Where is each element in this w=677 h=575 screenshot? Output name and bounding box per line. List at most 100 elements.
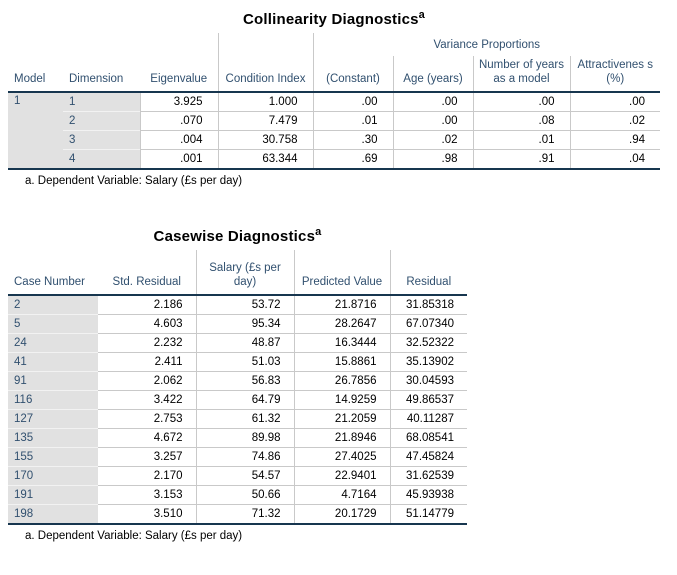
casewise-table: Case Number Std. Residual Salary (£s per… <box>8 249 467 525</box>
condition-index-cell: 30.758 <box>217 129 313 150</box>
condition-index-cell: 63.344 <box>217 148 313 170</box>
collinearity-diagnostics-block: Collinearity Diagnosticsa Model Dimensio… <box>8 9 660 187</box>
predicted-value-cell: 26.7856 <box>293 370 390 391</box>
col-header-constant: (Constant) <box>312 56 393 93</box>
collinearity-title: Collinearity Diagnosticsa <box>8 9 660 28</box>
std-residual-cell: 2.062 <box>98 370 196 391</box>
collinearity-table: Model Dimension Eigenvalue Condition Ind… <box>8 33 660 170</box>
predicted-value-cell: 21.8946 <box>293 427 390 448</box>
table-row: 91 2.062 56.83 26.7856 30.04593 <box>8 370 467 391</box>
table-row: 135 4.672 89.98 21.8946 68.08541 <box>8 427 467 448</box>
case-number-label: 2 <box>8 294 98 315</box>
eigenvalue-cell: 3.925 <box>139 91 218 112</box>
col-header-years-as-model: Number of years as a model <box>472 56 570 93</box>
residual-cell: 49.86537 <box>389 389 467 410</box>
table-row: 24 2.232 48.87 16.3444 32.52322 <box>8 332 467 353</box>
predicted-value-cell: 27.4025 <box>293 446 390 467</box>
table-row: 116 3.422 64.79 14.9259 49.86537 <box>8 389 467 410</box>
table-row: 3 .004 30.758 .30 .02 .01 .94 <box>8 129 660 150</box>
constant-cell: .00 <box>312 91 393 112</box>
years-as-model-cell: .00 <box>472 91 570 112</box>
case-number-label: 116 <box>8 389 98 410</box>
model-row-label: 1 <box>8 91 63 170</box>
case-number-label: 24 <box>8 332 98 353</box>
predicted-value-cell: 20.1729 <box>293 503 390 525</box>
collinearity-title-text: Collinearity Diagnostics <box>242 11 419 28</box>
attractiveness-cell: .00 <box>569 91 660 112</box>
residual-cell: 68.08541 <box>389 427 467 448</box>
predicted-value-cell: 28.2647 <box>293 313 390 334</box>
condition-index-cell: 1.000 <box>217 91 313 112</box>
eigenvalue-cell: .004 <box>139 129 218 150</box>
casewise-title: Casewise Diagnosticsa <box>8 226 467 245</box>
predicted-value-cell: 14.9259 <box>293 389 390 410</box>
eigenvalue-cell: .070 <box>139 110 218 131</box>
std-residual-cell: 2.411 <box>98 351 196 372</box>
predicted-value-cell: 21.8716 <box>293 294 390 315</box>
dimension-row-label: 3 <box>63 129 140 150</box>
table-row: 191 3.153 50.66 4.7164 45.93938 <box>8 484 467 505</box>
age-cell: .98 <box>392 148 473 170</box>
collinearity-footnote: a. Dependent Variable: Salary (£s per da… <box>25 174 243 187</box>
salary-cell: 51.03 <box>195 351 294 372</box>
std-residual-cell: 3.153 <box>98 484 196 505</box>
constant-cell: .30 <box>312 129 393 150</box>
table-row: 4 .001 63.344 .69 .98 .91 .04 <box>8 148 660 170</box>
dimension-row-label: 2 <box>63 110 140 131</box>
std-residual-cell: 2.232 <box>98 332 196 353</box>
std-residual-cell: 3.257 <box>98 446 196 467</box>
table-row: 2 2.186 53.72 21.8716 31.85318 <box>8 294 467 315</box>
casewise-title-footnote-marker: a <box>315 225 322 238</box>
std-residual-cell: 4.672 <box>98 427 196 448</box>
casewise-title-text: Casewise Diagnostics <box>153 227 316 245</box>
table-row: 2 .070 7.479 .01 .00 .08 .02 <box>8 110 660 131</box>
residual-cell: 35.13902 <box>389 351 467 372</box>
salary-cell: 89.98 <box>195 427 294 448</box>
condition-index-cell: 7.479 <box>217 110 313 131</box>
std-residual-cell: 2.753 <box>98 408 196 429</box>
spanner-variance-proportions: Variance Proportions <box>312 33 660 56</box>
col-header-model: Model <box>8 33 63 93</box>
age-cell: .00 <box>392 91 473 112</box>
casewise-diagnostics-block: Casewise Diagnosticsa Case Number Std. R… <box>8 226 467 542</box>
std-residual-cell: 3.510 <box>98 503 196 525</box>
salary-cell: 95.34 <box>195 313 294 334</box>
residual-cell: 31.85318 <box>389 294 467 315</box>
col-header-attractiveness: Attractivenes s (%) <box>569 56 660 93</box>
residual-cell: 67.07340 <box>389 313 467 334</box>
residual-cell: 45.93938 <box>389 484 467 505</box>
col-header-condition-index: Condition Index <box>217 33 313 93</box>
attractiveness-cell: .04 <box>569 148 660 170</box>
residual-cell: 51.14779 <box>389 503 467 525</box>
residual-cell: 30.04593 <box>389 370 467 391</box>
residual-cell: 32.52322 <box>389 332 467 353</box>
constant-cell: .69 <box>312 148 393 170</box>
attractiveness-cell: .02 <box>569 110 660 131</box>
std-residual-cell: 4.603 <box>98 313 196 334</box>
attractiveness-cell: .94 <box>569 129 660 150</box>
case-number-label: 170 <box>8 465 98 486</box>
case-number-label: 5 <box>8 313 98 334</box>
salary-cell: 64.79 <box>195 389 294 410</box>
collinearity-title-footnote-marker: a <box>418 9 425 21</box>
eigenvalue-cell: .001 <box>139 148 218 170</box>
dimension-row-label: 1 <box>63 91 140 112</box>
salary-cell: 74.86 <box>195 446 294 467</box>
predicted-value-cell: 4.7164 <box>293 484 390 505</box>
case-number-label: 191 <box>8 484 98 505</box>
salary-cell: 61.32 <box>195 408 294 429</box>
years-as-model-cell: .91 <box>472 148 570 170</box>
case-number-label: 155 <box>8 446 98 467</box>
predicted-value-cell: 16.3444 <box>293 332 390 353</box>
salary-cell: 48.87 <box>195 332 294 353</box>
table-row: 155 3.257 74.86 27.4025 47.45824 <box>8 446 467 467</box>
table-row: 127 2.753 61.32 21.2059 40.11287 <box>8 408 467 429</box>
salary-cell: 71.32 <box>195 503 294 525</box>
residual-cell: 47.45824 <box>389 446 467 467</box>
residual-cell: 40.11287 <box>389 408 467 429</box>
residual-cell: 31.62539 <box>389 465 467 486</box>
salary-cell: 50.66 <box>195 484 294 505</box>
case-number-label: 41 <box>8 351 98 372</box>
col-header-case-number: Case Number <box>8 249 98 296</box>
case-number-label: 127 <box>8 408 98 429</box>
